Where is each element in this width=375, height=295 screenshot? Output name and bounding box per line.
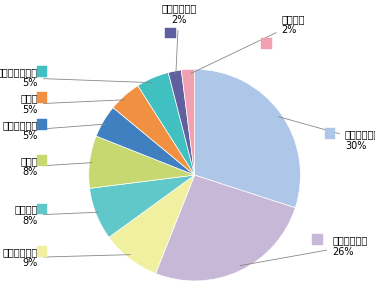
- Wedge shape: [113, 86, 195, 175]
- Wedge shape: [96, 108, 195, 175]
- Bar: [37, 246, 47, 257]
- Text: 印刷用インキ
5%: 印刷用インキ 5%: [3, 120, 105, 141]
- Text: 製油所・油槽所
5%: 製油所・油槽所 5%: [0, 67, 152, 88]
- Wedge shape: [109, 175, 195, 273]
- Wedge shape: [168, 70, 195, 175]
- Text: 塗料（屋内）
30%: 塗料（屋内） 30%: [279, 117, 375, 151]
- Wedge shape: [138, 73, 195, 175]
- Text: 化学製品
8%: 化学製品 8%: [14, 204, 98, 226]
- Bar: [37, 66, 47, 77]
- Bar: [37, 204, 47, 214]
- Wedge shape: [89, 136, 195, 188]
- Text: ゴム製品
2%: ゴム製品 2%: [191, 14, 305, 73]
- Wedge shape: [156, 175, 295, 281]
- Text: 工業用洗浄剤
9%: 工業用洗浄剤 9%: [3, 247, 130, 268]
- Wedge shape: [90, 175, 195, 237]
- Bar: [37, 155, 47, 165]
- Text: クリーニング
2%: クリーニング 2%: [161, 3, 196, 73]
- Bar: [165, 28, 176, 38]
- Text: 給油所
8%: 給油所 8%: [20, 156, 92, 177]
- Bar: [261, 38, 272, 49]
- Text: 接着剤
5%: 接着剤 5%: [20, 93, 125, 115]
- Wedge shape: [195, 69, 300, 208]
- Bar: [37, 93, 47, 103]
- Bar: [37, 119, 47, 130]
- Bar: [312, 234, 323, 245]
- Bar: [325, 129, 335, 139]
- Text: 塗料（屋外）
26%: 塗料（屋外） 26%: [240, 235, 368, 266]
- Wedge shape: [182, 69, 195, 175]
